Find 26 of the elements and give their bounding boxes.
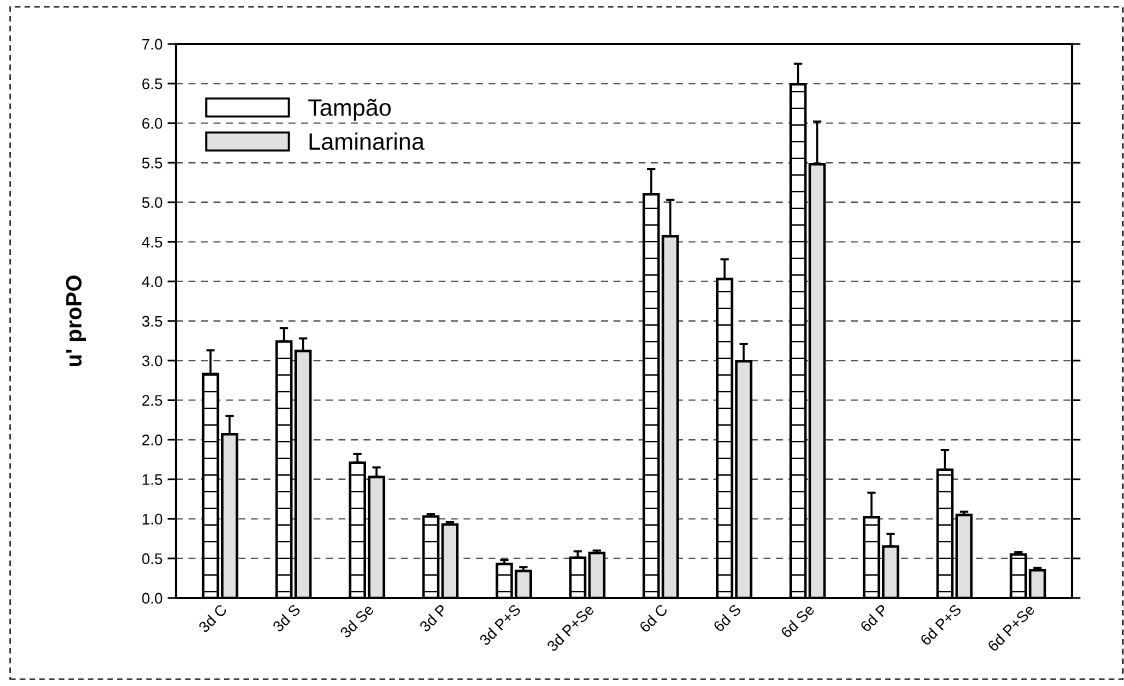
x-tick-label: 6d P	[859, 603, 889, 633]
x-tick-label: 3d C	[197, 603, 228, 634]
y-tick-label: 6.5	[142, 78, 163, 90]
y-tick-label: 3.0	[142, 355, 163, 367]
y-tick-label: 2.5	[142, 395, 163, 406]
x-tick-label: 6d C	[638, 603, 669, 634]
legend-label: Laminarina	[309, 132, 425, 150]
y-tick-label: 1.5	[142, 474, 163, 485]
y-tick-label: 3.5	[142, 315, 163, 327]
y-tick-label: 7.0	[142, 38, 163, 50]
y-tick-label: 5.5	[142, 157, 163, 169]
y-tick-label: 2.0	[142, 434, 163, 446]
y-tick-label: 6.0	[142, 118, 163, 129]
x-tick-label: 3d Se	[339, 603, 375, 639]
x-tick-label: 6d Se	[779, 603, 816, 639]
y-tick-label: 0.0	[142, 592, 163, 604]
legend-label: Tampão	[308, 98, 391, 121]
y-tick-label: 4.0	[141, 276, 163, 288]
x-tick-label: 6d S	[712, 603, 742, 633]
y-tick-label: 0.5	[142, 553, 163, 565]
x-tick-label: 3d S	[271, 603, 301, 633]
y-tick-label: 4.5	[141, 236, 163, 248]
y-tick-label: 5.0	[142, 197, 163, 208]
y-axis-title: u' proPO	[65, 275, 87, 367]
x-tick-label: 3d P	[418, 603, 448, 633]
y-tick-label: 1.0	[142, 513, 163, 525]
